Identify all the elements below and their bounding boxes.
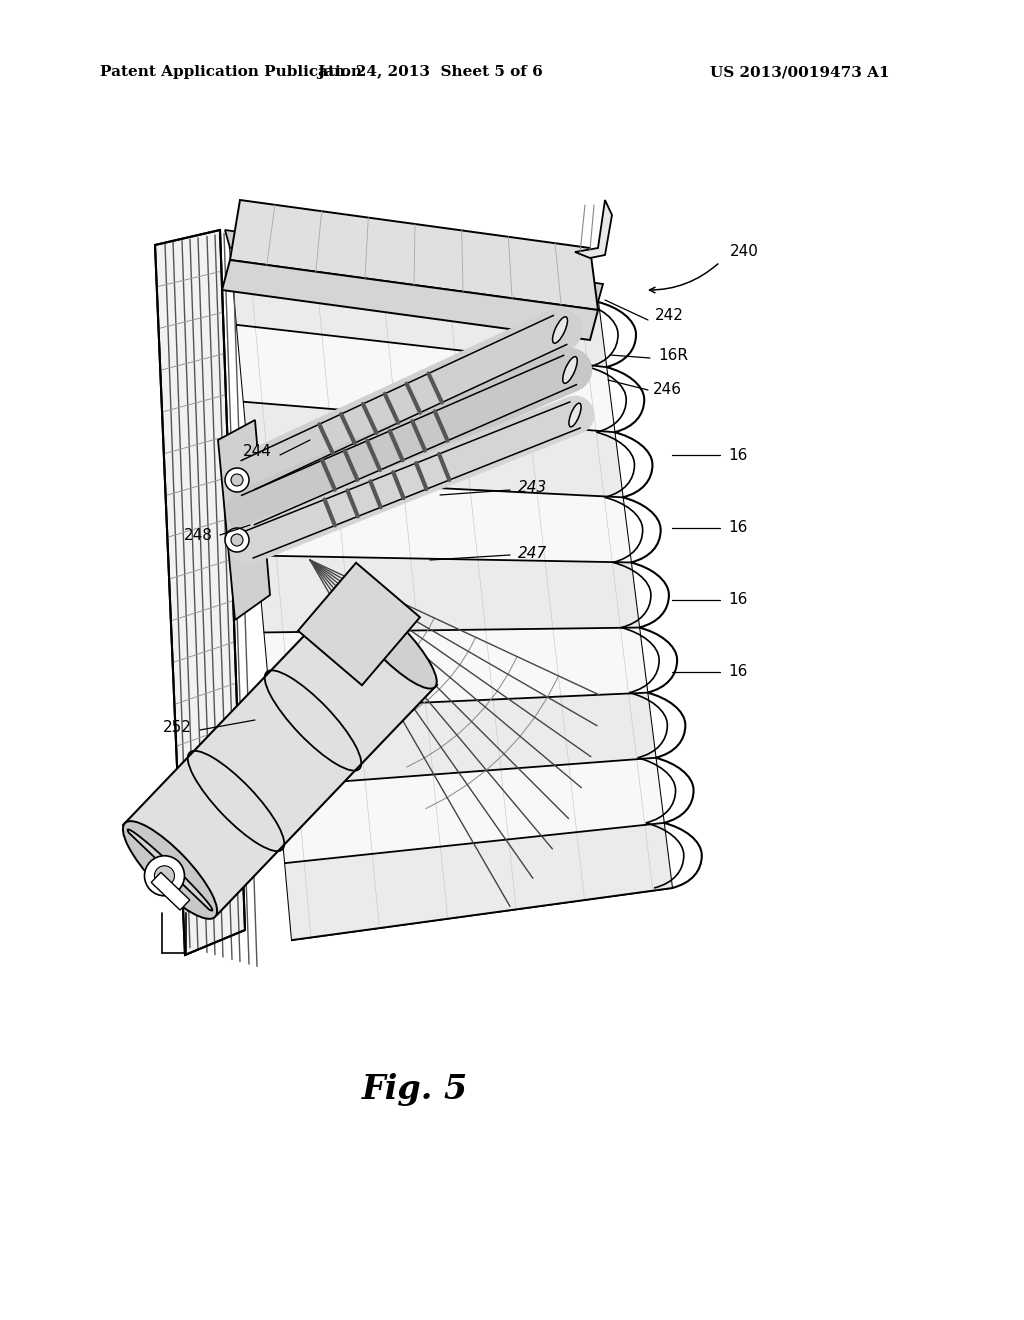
Text: 16: 16: [728, 593, 748, 607]
Text: 252: 252: [163, 721, 193, 735]
Polygon shape: [298, 562, 420, 685]
Polygon shape: [152, 873, 189, 909]
Ellipse shape: [563, 356, 578, 383]
Polygon shape: [155, 230, 245, 954]
Text: US 2013/0019473 A1: US 2013/0019473 A1: [711, 65, 890, 79]
Ellipse shape: [123, 821, 217, 919]
Polygon shape: [128, 829, 212, 911]
Ellipse shape: [569, 403, 581, 426]
Ellipse shape: [343, 591, 437, 689]
Circle shape: [155, 866, 174, 886]
Text: Jan. 24, 2013  Sheet 5 of 6: Jan. 24, 2013 Sheet 5 of 6: [317, 65, 543, 79]
Polygon shape: [258, 556, 639, 632]
Polygon shape: [279, 758, 664, 863]
Text: 243: 243: [518, 480, 547, 495]
Text: 247: 247: [518, 545, 547, 561]
Polygon shape: [244, 401, 623, 498]
Text: 16R: 16R: [658, 347, 688, 363]
Text: 16: 16: [728, 520, 748, 536]
Polygon shape: [230, 201, 598, 310]
Circle shape: [225, 469, 249, 492]
Circle shape: [225, 528, 249, 552]
Polygon shape: [285, 822, 672, 940]
Polygon shape: [218, 420, 270, 620]
Circle shape: [231, 474, 243, 486]
Text: 242: 242: [655, 309, 684, 323]
Text: 16: 16: [728, 664, 748, 680]
Polygon shape: [222, 260, 598, 341]
Text: 16: 16: [728, 447, 748, 462]
Polygon shape: [225, 230, 603, 302]
Circle shape: [144, 855, 184, 896]
Text: 246: 246: [653, 383, 682, 397]
Text: 248: 248: [184, 528, 213, 543]
Circle shape: [231, 535, 243, 546]
Polygon shape: [237, 325, 614, 432]
Polygon shape: [264, 627, 647, 709]
Polygon shape: [251, 479, 631, 562]
Ellipse shape: [553, 317, 567, 343]
Polygon shape: [230, 248, 672, 940]
Text: 244: 244: [243, 445, 272, 459]
Text: Fig. 5: Fig. 5: [361, 1073, 468, 1106]
Text: 240: 240: [730, 244, 759, 260]
Polygon shape: [575, 201, 612, 257]
Text: Patent Application Publication: Patent Application Publication: [100, 65, 362, 79]
Polygon shape: [230, 248, 606, 367]
Polygon shape: [271, 693, 655, 787]
Polygon shape: [123, 595, 437, 915]
